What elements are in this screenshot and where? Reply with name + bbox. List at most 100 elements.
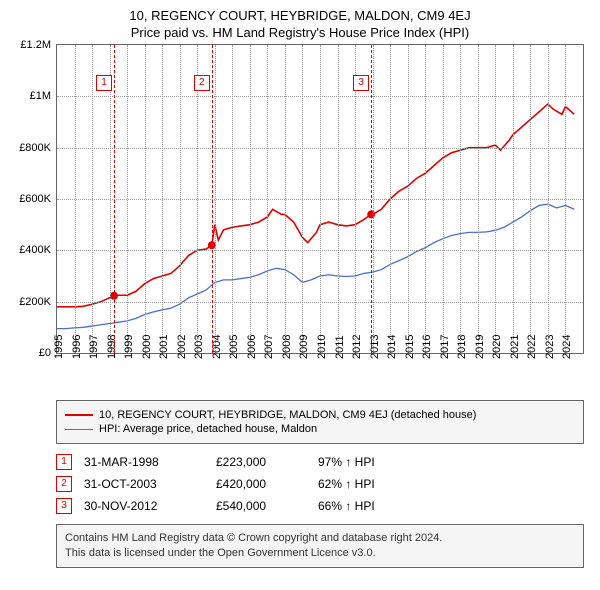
y-axis-label: £1.2M — [20, 39, 51, 51]
legend-label: 10, REGENCY COURT, HEYBRIDGE, MALDON, CM… — [99, 409, 476, 421]
chart-title-subtitle: Price paid vs. HM Land Registry's House … — [10, 25, 590, 40]
x-gridline — [302, 45, 303, 353]
x-gridline — [75, 45, 76, 353]
x-gridline — [513, 45, 514, 353]
x-gridline — [478, 45, 479, 353]
sale-marker-line — [212, 45, 213, 353]
legend-item: 10, REGENCY COURT, HEYBRIDGE, MALDON, CM… — [65, 409, 575, 421]
x-gridline — [110, 45, 111, 353]
chart-series-line — [57, 204, 574, 328]
x-gridline — [408, 45, 409, 353]
sale-date: 31-OCT-2003 — [84, 477, 204, 491]
x-axis-label: 2005 — [228, 331, 240, 359]
sale-date: 31-MAR-1998 — [84, 455, 204, 469]
x-gridline — [215, 45, 216, 353]
x-gridline — [232, 45, 233, 353]
sale-price: £223,000 — [216, 455, 306, 469]
x-axis-label: 2012 — [351, 331, 363, 359]
x-axis-label: 2017 — [439, 331, 451, 359]
x-axis-label: 2021 — [509, 331, 521, 359]
x-gridline — [92, 45, 93, 353]
sale-number-box: 1 — [56, 454, 72, 470]
sale-marker-number: 3 — [353, 75, 369, 91]
legend-item: HPI: Average price, detached house, Mald… — [65, 423, 575, 435]
sale-marker-line — [371, 45, 372, 353]
x-axis-label: 2018 — [456, 331, 468, 359]
y-axis-label: £1M — [30, 90, 51, 102]
sale-price: £540,000 — [216, 499, 306, 513]
y-axis-label: £800K — [19, 142, 51, 154]
chart-series-line — [57, 104, 574, 307]
x-axis-label: 1997 — [88, 331, 100, 359]
x-axis-label: 2003 — [193, 331, 205, 359]
sales-row: 1 31-MAR-1998 £223,000 97% ↑ HPI — [56, 454, 584, 470]
sale-hpi: 62% ↑ HPI — [318, 477, 584, 491]
x-gridline — [197, 45, 198, 353]
y-axis-label: £0 — [39, 347, 51, 359]
x-gridline — [127, 45, 128, 353]
x-gridline — [443, 45, 444, 353]
copyright-line-1: Contains HM Land Registry data © Crown c… — [65, 531, 575, 546]
x-axis-label: 2011 — [334, 331, 346, 359]
sales-row: 231-OCT-2003£420,00062% ↑ HPI — [56, 476, 584, 492]
sale-number-box: 3 — [56, 498, 72, 514]
sale-hpi: 97% ↑ HPI — [318, 455, 584, 469]
copyright-line-2: This data is licensed under the Open Gov… — [65, 546, 575, 561]
x-gridline — [355, 45, 356, 353]
x-gridline — [373, 45, 374, 353]
x-gridline — [285, 45, 286, 353]
x-axis-label: 2016 — [421, 331, 433, 359]
x-gridline — [145, 45, 146, 353]
x-axis-label: 2009 — [298, 331, 310, 359]
sale-hpi: 66% ↑ HPI — [318, 499, 584, 513]
sale-date: 30-NOV-2012 — [84, 499, 204, 513]
x-axis-label: 2019 — [474, 331, 486, 359]
copyright-box: Contains HM Land Registry data © Crown c… — [56, 524, 584, 568]
x-gridline — [565, 45, 566, 353]
y-axis-label: £200K — [19, 296, 51, 308]
x-gridline — [162, 45, 163, 353]
x-axis-label: 2002 — [176, 331, 188, 359]
x-axis-label: 2015 — [404, 331, 416, 359]
x-axis-label: 2006 — [246, 331, 258, 359]
x-gridline — [530, 45, 531, 353]
x-axis-label: 1995 — [53, 331, 65, 359]
sales-table: 131-MAR-1998£223,00097% ↑ HPI231-OCT-200… — [56, 454, 584, 514]
chart-titles: 10, REGENCY COURT, HEYBRIDGE, MALDON, CM… — [10, 8, 590, 40]
y-axis-label: £400K — [19, 244, 51, 256]
sale-price: £420,000 — [216, 477, 306, 491]
x-gridline — [495, 45, 496, 353]
x-gridline — [267, 45, 268, 353]
chart-title-address: 10, REGENCY COURT, HEYBRIDGE, MALDON, CM… — [10, 8, 590, 23]
sale-marker-number: 2 — [194, 75, 210, 91]
legend-swatch — [65, 414, 93, 416]
x-gridline — [250, 45, 251, 353]
legend-label: HPI: Average price, detached house, Mald… — [99, 423, 317, 435]
x-gridline — [460, 45, 461, 353]
x-axis-label: 1998 — [106, 331, 118, 359]
x-gridline — [180, 45, 181, 353]
x-axis-label: 2001 — [158, 331, 170, 359]
x-gridline — [425, 45, 426, 353]
x-axis-label: 1999 — [123, 331, 135, 359]
x-axis-label: 2023 — [544, 331, 556, 359]
x-axis-label: 1996 — [71, 331, 83, 359]
y-axis-label: £600K — [19, 193, 51, 205]
page-root: 10, REGENCY COURT, HEYBRIDGE, MALDON, CM… — [0, 0, 600, 590]
price-chart: £0£200K£400K£600K£800K£1M£1.2M1995199619… — [56, 44, 584, 354]
x-axis-label: 2022 — [526, 331, 538, 359]
x-gridline — [390, 45, 391, 353]
legend-swatch — [65, 429, 93, 430]
x-gridline — [320, 45, 321, 353]
x-axis-label: 2024 — [561, 331, 573, 359]
x-gridline — [548, 45, 549, 353]
x-axis-label: 2020 — [491, 331, 503, 359]
x-axis-label: 2010 — [316, 331, 328, 359]
x-axis-label: 2014 — [386, 331, 398, 359]
x-gridline — [338, 45, 339, 353]
x-axis-label: 2000 — [141, 331, 153, 359]
sales-row: 3 30-NOV-2012 £540,000 66% ↑ HPI — [56, 498, 584, 514]
sale-marker-number: 1 — [96, 75, 112, 91]
sale-marker-line — [114, 45, 115, 353]
chart-legend: 10, REGENCY COURT, HEYBRIDGE, MALDON, CM… — [56, 400, 584, 444]
